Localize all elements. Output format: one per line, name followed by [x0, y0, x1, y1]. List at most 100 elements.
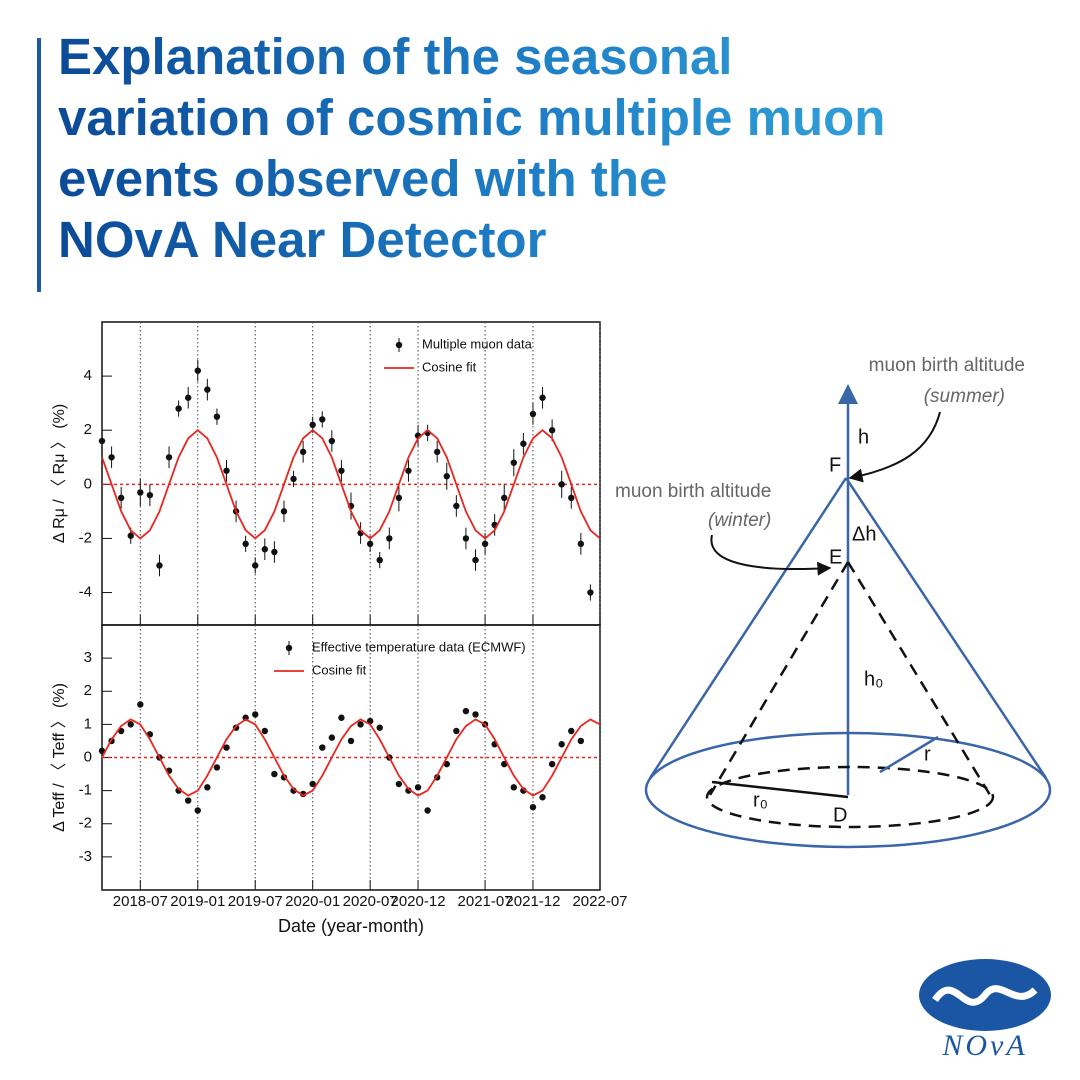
x-tick-label: 2022-07	[572, 893, 627, 910]
data-point	[328, 734, 336, 741]
y-tick-label: -4	[79, 584, 92, 601]
y-tick-label: 0	[84, 475, 92, 492]
data-point	[414, 784, 422, 791]
y-tick-label: 2	[84, 421, 92, 438]
data-point	[223, 467, 230, 474]
data-point	[127, 721, 134, 728]
data-point	[137, 489, 144, 496]
data-point	[290, 787, 297, 794]
x-tick-label: 2021-12	[505, 893, 560, 910]
data-point	[319, 416, 326, 423]
data-point	[529, 803, 537, 811]
data-point	[405, 467, 412, 474]
y-tick-label: -1	[79, 782, 92, 799]
data-point	[271, 548, 278, 556]
data-point	[357, 721, 364, 728]
x-tick-label: 2019-07	[228, 893, 283, 910]
x-tick-label: 2020-01	[285, 893, 340, 910]
data-point	[510, 459, 518, 466]
data-point	[568, 727, 575, 735]
arrow-winter	[710, 534, 832, 576]
label: E	[829, 546, 842, 568]
radius-r	[879, 735, 939, 774]
x-tick-label: 2019-01	[170, 893, 225, 910]
legend-label: Effective temperature data (ECMWF)	[312, 639, 526, 654]
data-point	[548, 427, 556, 434]
data-point	[156, 562, 163, 569]
data-point	[146, 491, 154, 499]
cone-side	[844, 477, 1048, 779]
y-axis-label: Δ Rμ / 〈 Rμ 〉 (%)	[51, 404, 68, 543]
legend-label: Multiple muon data	[422, 336, 533, 351]
data-point	[328, 437, 336, 445]
data-point	[127, 532, 134, 539]
data-point	[453, 502, 460, 510]
y-tick-label: 3	[84, 649, 92, 666]
label: D	[833, 804, 847, 826]
title-line: NOvA Near Detector	[58, 209, 1058, 270]
data-point	[510, 784, 518, 791]
title-line: events observed with the	[58, 148, 1058, 209]
data-point	[443, 760, 450, 768]
data-point	[165, 454, 173, 461]
data-point	[309, 421, 316, 429]
y-tick-label: -2	[79, 529, 92, 546]
label: h	[858, 426, 869, 448]
data-point	[290, 475, 297, 483]
data-point	[520, 440, 527, 447]
data-point	[223, 744, 230, 751]
logo: NOvA	[919, 959, 1051, 1062]
data-point	[558, 741, 565, 748]
data-point	[184, 394, 192, 401]
data-point	[319, 744, 326, 751]
data-point	[472, 556, 479, 564]
y-tick-label: 0	[84, 748, 92, 765]
data-point	[271, 770, 278, 778]
logo-text: NOvA	[941, 1029, 1027, 1062]
data-point	[568, 494, 575, 502]
label: r₀	[753, 789, 768, 811]
radius-r0	[711, 780, 849, 799]
data-point	[204, 386, 211, 393]
data-point	[98, 747, 106, 755]
data-point	[108, 454, 115, 461]
title: Explanation of the seasonal variation of…	[58, 26, 1058, 270]
title-line: variation of cosmic multiple muon	[58, 87, 1058, 148]
data-point	[309, 780, 316, 788]
arrow-summer	[848, 411, 941, 483]
y-tick-label: -3	[79, 848, 92, 865]
data-point	[501, 494, 508, 502]
data-point	[117, 494, 125, 502]
data-point	[501, 760, 508, 768]
data-point	[386, 535, 393, 542]
fit-line	[101, 718, 601, 797]
y-tick-label: 2	[84, 682, 92, 699]
data-point	[472, 711, 479, 718]
data-point	[395, 780, 403, 788]
x-tick-label: 2020-12	[391, 893, 446, 910]
x-tick-label: 2018-07	[113, 893, 168, 910]
data-point	[338, 714, 345, 721]
cone-diagram: muon birth altitude (summer) muon birth …	[615, 355, 1052, 849]
annotation: (summer)	[924, 386, 1005, 407]
data-point	[338, 467, 345, 474]
data-point	[299, 448, 307, 456]
data-point	[252, 711, 259, 718]
fit-line	[101, 429, 601, 540]
title-line: Explanation of the seasonal	[58, 26, 1058, 87]
data-point	[558, 481, 565, 488]
data-point	[539, 794, 546, 801]
label: Δh	[852, 523, 876, 545]
data-point	[443, 473, 450, 480]
data-point	[453, 727, 460, 735]
inner-base	[705, 765, 995, 829]
data-point	[462, 707, 470, 715]
annotation: muon birth altitude	[615, 481, 771, 502]
data-point	[280, 508, 288, 515]
data-point	[347, 737, 355, 745]
data-point	[481, 540, 489, 548]
data-point	[376, 556, 383, 564]
legend-swatch	[395, 341, 403, 349]
